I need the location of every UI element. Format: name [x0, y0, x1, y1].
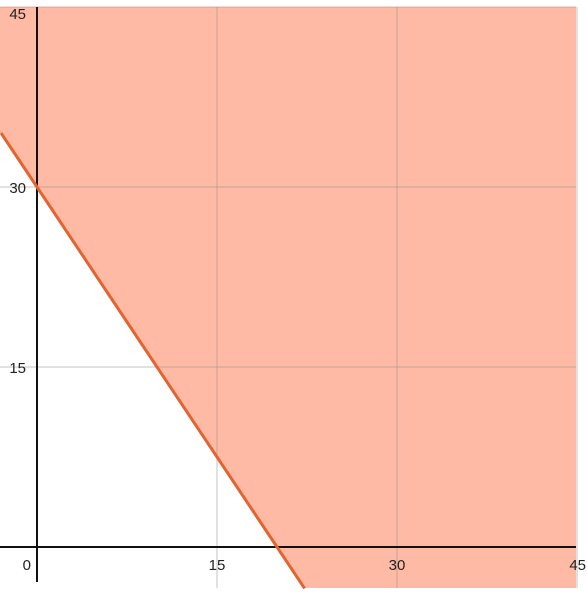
y-tick-label: 30	[9, 180, 26, 197]
x-tick-label: 30	[389, 557, 406, 574]
shaded-region	[0, 7, 576, 589]
boundary-line	[0, 132, 306, 590]
x-tick-label: 15	[209, 557, 226, 574]
x-tick-label: 0	[23, 557, 31, 574]
x-tick-label: 45	[569, 557, 586, 574]
y-tick-label: 45	[9, 6, 26, 23]
y-tick-label: 15	[9, 360, 26, 377]
